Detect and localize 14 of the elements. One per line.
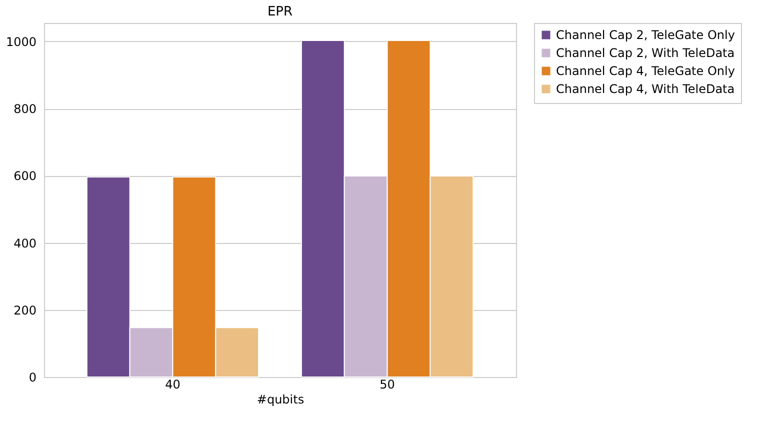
legend-label: Channel Cap 2, With TeleData (556, 46, 735, 60)
chart-title: EPR (267, 4, 293, 20)
y-tick-label: 800 (14, 102, 36, 116)
x-tick-label: 40 (165, 378, 180, 392)
legend-label: Channel Cap 4, TeleGate Only (556, 64, 735, 78)
x-axis-title: #qubits (256, 392, 304, 406)
y-tick-label: 400 (14, 236, 36, 250)
y-tick-label: 1000 (6, 34, 36, 49)
y-tick-label: 200 (14, 303, 36, 318)
y-tick-label: 0 (28, 370, 36, 384)
legend-label: Channel Cap 2, TeleGate Only (556, 28, 735, 42)
legend-label: Channel Cap 4, With TeleData (556, 82, 735, 96)
x-tick-label: 50 (380, 378, 395, 392)
y-tick-label: 600 (14, 169, 36, 184)
